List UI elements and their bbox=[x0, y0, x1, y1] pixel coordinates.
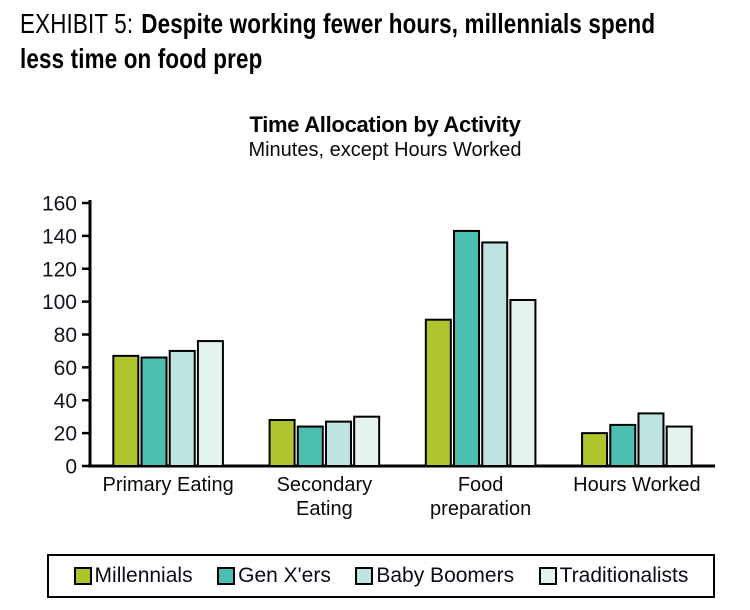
legend-swatch-millennials bbox=[73, 567, 92, 585]
bar-baby-boomers-secondary-eating bbox=[324, 420, 352, 467]
chart-legend: Millennials Gen X'ers Baby Boomers Traditio… bbox=[47, 554, 715, 598]
legend-swatch-baby-boomers bbox=[355, 567, 374, 585]
bar-baby-boomers-hours-worked bbox=[637, 412, 665, 467]
x-axis-category-label-food-preparation: Food bbox=[458, 474, 504, 496]
y-axis-tick-label: 60 bbox=[54, 357, 77, 380]
legend-item-baby-boomers: Baby Boomers bbox=[355, 564, 514, 588]
y-axis-tick-label: 40 bbox=[54, 390, 77, 413]
y-axis-tick-label: 100 bbox=[42, 291, 77, 314]
legend-label-gen-x-ers: Gen X'ers bbox=[238, 564, 331, 587]
bar-baby-boomers-primary-eating bbox=[168, 349, 196, 467]
legend-label-traditionalists: Traditionalists bbox=[559, 564, 689, 587]
bar-millennials-food-preparation bbox=[424, 318, 452, 467]
chart-title: Time Allocation by Activity bbox=[249, 112, 521, 137]
y-axis-tick-label: 20 bbox=[54, 423, 77, 446]
x-axis-category-label-primary-eating: Primary Eating bbox=[103, 474, 234, 496]
y-axis-tick-label: 160 bbox=[42, 193, 77, 216]
exhibit-number-label: EXHIBIT 5: bbox=[20, 8, 134, 39]
x-axis-category-label-food-preparation: preparation bbox=[430, 498, 531, 520]
bar-traditionalists-food-preparation bbox=[509, 298, 537, 467]
bar-baby-boomers-food-preparation bbox=[481, 241, 509, 468]
bar-gen-x-ers-hours-worked bbox=[609, 423, 637, 467]
bar-millennials-hours-worked bbox=[581, 432, 609, 467]
x-axis-category-label-hours-worked: Hours Worked bbox=[573, 474, 700, 496]
exhibit-title-line1: Despite working fewer hours, millennials… bbox=[141, 8, 656, 39]
bar-gen-x-ers-primary-eating bbox=[140, 356, 168, 467]
legend-label-millennials: Millennials bbox=[94, 564, 193, 587]
exhibit-title-line2: less time on food prep bbox=[20, 43, 263, 74]
legend-swatch-gen-x-ers bbox=[217, 567, 236, 585]
legend-item-millennials: Millennials bbox=[73, 564, 193, 588]
bar-traditionalists-primary-eating bbox=[196, 340, 224, 467]
exhibit-header: EXHIBIT 5: Despite working fewer hours, m… bbox=[20, 6, 740, 76]
legend-swatch-traditionalists bbox=[538, 567, 557, 585]
y-axis-tick-label: 0 bbox=[65, 456, 77, 479]
y-axis-tick-label: 80 bbox=[54, 324, 77, 347]
chart-subtitle: Minutes, except Hours Worked bbox=[248, 139, 522, 161]
x-axis-category-label-secondary-eating: Eating bbox=[296, 498, 353, 520]
bar-gen-x-ers-food-preparation bbox=[453, 229, 481, 467]
bar-chart-plot-area: 0 20 40 60 80 100 120 140 160 Primary Eating Secon… bbox=[42, 193, 715, 520]
bar-millennials-primary-eating bbox=[112, 354, 140, 467]
bar-gen-x-ers-secondary-eating bbox=[296, 425, 324, 468]
legend-label-baby-boomers: Baby Boomers bbox=[376, 564, 515, 587]
bar-traditionalists-secondary-eating bbox=[353, 415, 381, 467]
bar-millennials-secondary-eating bbox=[268, 418, 296, 468]
bar-traditionalists-hours-worked bbox=[665, 425, 693, 468]
y-axis-tick-label: 120 bbox=[42, 258, 77, 281]
x-axis-category-label-secondary-eating: Secondary bbox=[277, 474, 373, 496]
legend-item-gen-x-ers: Gen X'ers bbox=[217, 564, 331, 588]
y-axis-tick-label: 140 bbox=[42, 225, 77, 248]
legend-item-traditionalists: Traditionalists bbox=[538, 564, 689, 588]
